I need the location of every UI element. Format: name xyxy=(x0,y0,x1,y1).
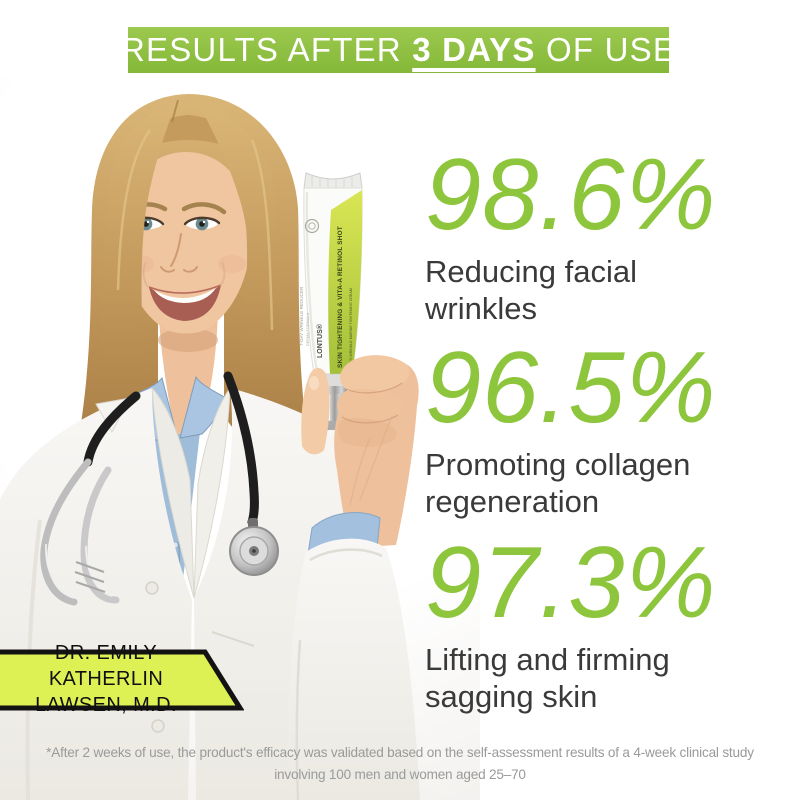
results-banner: RESULTS AFTER 3 DAYS OF USE xyxy=(121,27,675,73)
thumb-nail xyxy=(309,376,319,390)
stethoscope xyxy=(40,371,279,606)
stat-value: 96.5% xyxy=(425,332,717,444)
blush-right xyxy=(218,255,246,273)
disclaimer-line2: involving 100 men and women aged 25–70 xyxy=(274,766,526,783)
footer-disclaimer: *After 2 weeks of use, the product's eff… xyxy=(12,741,788,786)
tube-stripe-subtitle: ANTI-WRINKLE MARINE TIGHTENING CREAM xyxy=(349,288,353,366)
product-tube: SKIN TIGHTENING & VITA-A RETINOL SHOT AN… xyxy=(299,172,363,430)
disclaimer-line1: *After 2 weeks of use, the product's eff… xyxy=(46,744,754,760)
tube-crimp-seal xyxy=(303,172,363,189)
banner-text-prefix: RESULTS AFTER xyxy=(120,31,413,68)
badge-text: DR. EMILY KATHERLIN LAWSEN, M.D. xyxy=(4,642,208,716)
doctor-illustration: SKIN TIGHTENING & VITA-A RETINOL SHOT AN… xyxy=(0,94,420,800)
tube-stripe-title: SKIN TIGHTENING & VITA-A RETINOL SHOT xyxy=(337,226,344,368)
coat-pocket-seam xyxy=(211,631,255,647)
badge-name-line2: LAWSEN, M.D. xyxy=(35,694,177,716)
neck-shadow xyxy=(158,328,218,352)
stat-lifting: 97.3% Lifting and firming sagging skin xyxy=(425,527,785,716)
coat-sleeve xyxy=(287,538,420,800)
middle-finger xyxy=(337,389,403,424)
banner-text-highlight: 3 DAYS xyxy=(412,31,536,68)
stat-collagen: 96.5% Promoting collagen regeneration xyxy=(425,332,785,521)
stat-label: Promoting collagen regeneration xyxy=(425,446,691,519)
tube-green-stripe xyxy=(328,190,363,374)
stat-label: Reducing facial wrinkles xyxy=(425,253,637,326)
stethoscope-chest-piece xyxy=(229,526,279,576)
index-finger xyxy=(340,355,410,394)
stat-label: Lifting and firming sagging skin xyxy=(425,641,670,714)
tube-brand: LONTUS® xyxy=(316,323,324,358)
thumb xyxy=(301,368,330,455)
badge-name-line1: DR. EMILY KATHERLIN xyxy=(48,642,164,690)
coat-button xyxy=(145,581,159,595)
stat-value: 97.3% xyxy=(425,527,717,639)
doctor-name-badge: DR. EMILY KATHERLIN LAWSEN, M.D. xyxy=(0,642,244,716)
doctor-hair-front xyxy=(76,99,304,441)
tube-logo-icon xyxy=(304,218,320,234)
stat-wrinkles: 98.6% Reducing facial wrinkles xyxy=(425,139,785,328)
stat-value: 98.6% xyxy=(425,139,717,251)
tube-body-text-1: 7-DAY WRINKLE REDUCER xyxy=(299,286,304,346)
tube-body-text-2: DERMA FORMULA xyxy=(306,312,310,346)
badge-shape xyxy=(0,649,244,711)
coat-button xyxy=(151,719,165,733)
doctor-nose xyxy=(160,233,198,273)
doctor-smile xyxy=(142,261,226,321)
doctor-hand xyxy=(301,355,419,548)
banner-text-suffix: OF USE xyxy=(535,31,677,68)
